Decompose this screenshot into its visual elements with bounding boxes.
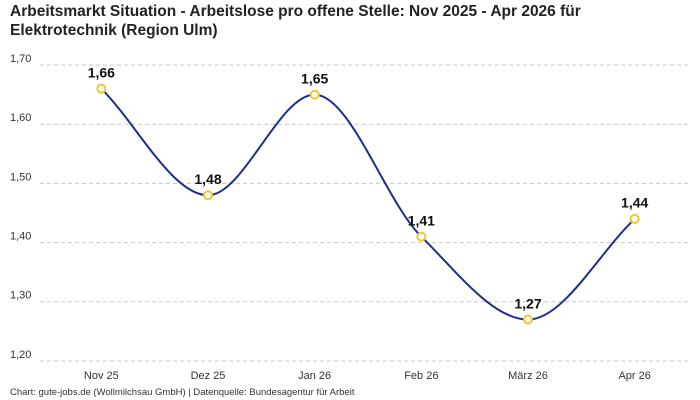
x-tick-label: Apr 26 <box>618 370 650 382</box>
value-label: 1,66 <box>88 64 115 80</box>
marker <box>309 89 320 100</box>
x-tick-label: Nov 25 <box>84 370 119 382</box>
value-label: 1,65 <box>301 70 328 86</box>
value-label: 1,48 <box>194 171 221 187</box>
marker <box>96 83 107 94</box>
marker <box>203 190 213 201</box>
chart-title: Arbeitsmarkt Situation - Arbeitslose pro… <box>10 3 581 39</box>
y-tick-label: 1,50 <box>10 171 31 183</box>
value-label: 1,44 <box>621 195 648 211</box>
x-tick-label: Feb 26 <box>404 370 438 382</box>
y-tick-label: 1,70 <box>10 53 31 65</box>
y-tick-label: 1,20 <box>10 349 31 361</box>
marker <box>523 314 533 325</box>
line <box>100 87 636 321</box>
marker <box>416 231 427 242</box>
source-note: Chart: gute-jobs.de (Wollmilchsau GmbH) … <box>10 387 355 398</box>
x-tick-label: Dez 25 <box>191 370 226 382</box>
marker <box>629 213 640 224</box>
x-tick-label: Jan 26 <box>298 370 331 382</box>
y-tick-label: 1,40 <box>10 231 31 243</box>
value-label: 1,41 <box>408 212 435 228</box>
y-tick-label: 1,60 <box>10 112 31 124</box>
x-tick-label: März 26 <box>508 370 548 382</box>
y-tick-label: 1,30 <box>10 290 31 302</box>
value-label: 1,27 <box>514 295 541 311</box>
